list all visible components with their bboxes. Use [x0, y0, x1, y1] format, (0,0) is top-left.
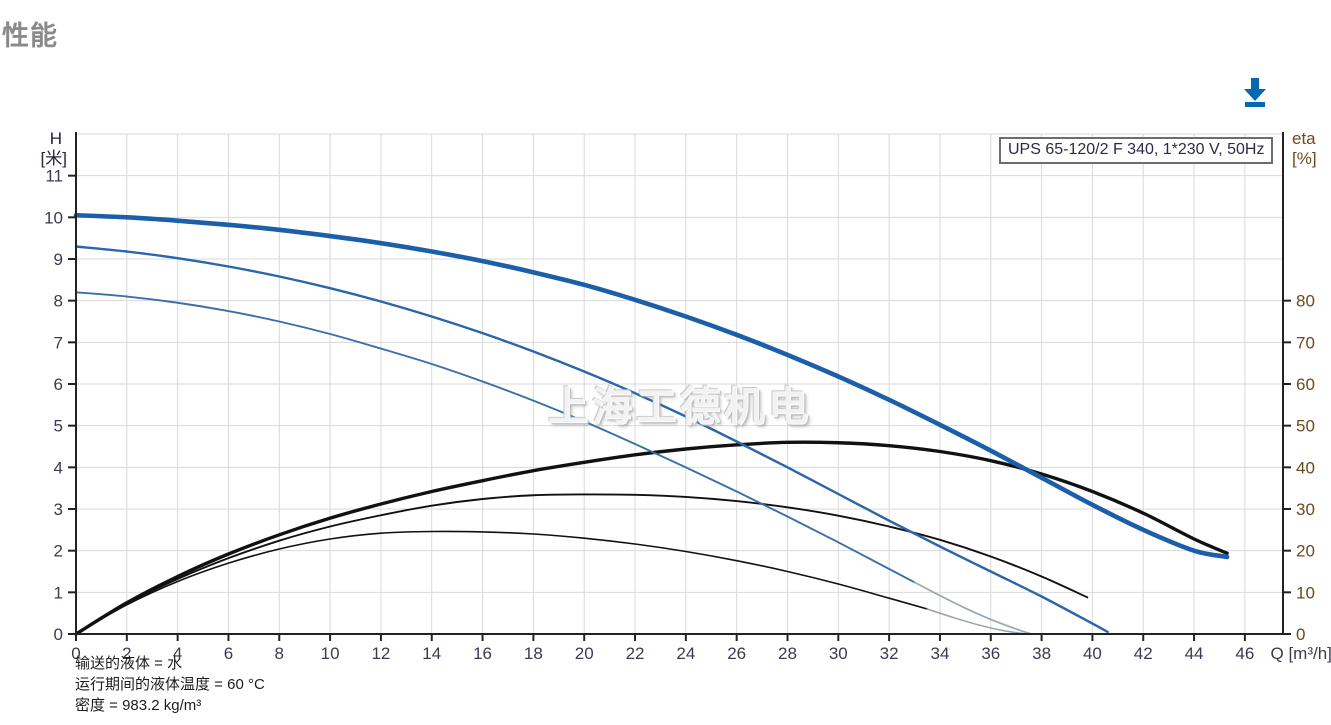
x-tick-label: 36: [981, 644, 1000, 663]
x-tick-label: 46: [1235, 644, 1254, 663]
x-axis-title: Q [m³/h]: [1271, 644, 1331, 663]
x-tick-label: 32: [880, 644, 899, 663]
page-title: 性能: [2, 21, 58, 51]
y-tick-label-left: 1: [54, 583, 63, 602]
y-axis-unit-left: [米]: [41, 149, 67, 168]
y-tick-label-left: 4: [54, 458, 63, 477]
legend-label: UPS 65-120/2 F 340, 1*230 V, 50Hz: [1008, 141, 1265, 158]
curve-head-speed-1: [75, 291, 916, 584]
y-tick-label-right: 0: [1296, 625, 1305, 644]
x-tick-label: 10: [321, 644, 340, 663]
x-tick-label: 24: [676, 644, 695, 663]
y-tick-label-right: 80: [1296, 292, 1315, 311]
curve-head-speed-2: [74, 245, 1109, 634]
y-tick-label-left: 5: [54, 417, 63, 436]
y-tick-label-left: 6: [54, 375, 63, 394]
x-tick-label: 38: [1032, 644, 1051, 663]
y-axis-unit-right: [%]: [1292, 149, 1317, 168]
x-tick-label: 26: [727, 644, 746, 663]
x-tick-label: 42: [1134, 644, 1153, 663]
y-tick-label-left: 10: [44, 208, 63, 227]
x-tick-label: 8: [275, 644, 284, 663]
y-tick-label-right: 60: [1296, 375, 1315, 394]
y-tick-label-left: 0: [54, 625, 63, 644]
x-tick-label: 22: [626, 644, 645, 663]
curve-head-speed-3: [73, 212, 1230, 560]
footnote-liquid: 输送的液体 = 水: [75, 655, 183, 672]
x-tick-label: 16: [473, 644, 492, 663]
curve-eta-speed-3: [74, 440, 1229, 636]
x-tick-label: 20: [575, 644, 594, 663]
x-tick-label: 0: [71, 644, 80, 663]
y-tick-label-right: 50: [1296, 417, 1315, 436]
y-tick-label-left: 3: [54, 500, 63, 519]
x-tick-label: 44: [1185, 644, 1204, 663]
x-tick-label: 6: [224, 644, 233, 663]
x-tick-label: 14: [422, 644, 441, 663]
x-tick-label: 30: [829, 644, 848, 663]
footnotes: 输送的液体 = 水 运行期间的液体温度 = 60 °C 密度 = 983.2 k…: [75, 653, 265, 716]
download-icon-svg: [1244, 78, 1266, 107]
download-icon[interactable]: [1240, 76, 1270, 108]
y-tick-label-left: 7: [54, 333, 63, 352]
x-tick-label: 18: [524, 644, 543, 663]
curve-eta-speed-2: [75, 493, 1089, 635]
y-tick-label-left: 11: [45, 167, 63, 186]
y-tick-label-right: 10: [1296, 583, 1315, 602]
x-tick-label: 4: [173, 644, 182, 663]
x-tick-label: 12: [371, 644, 390, 663]
y-tick-label-left: 8: [54, 292, 63, 311]
y-axis-title-right: eta: [1292, 129, 1316, 148]
y-tick-label-right: 40: [1296, 458, 1315, 477]
y-axis-title-left: H: [50, 129, 62, 148]
legend-box: UPS 65-120/2 F 340, 1*230 V, 50Hz: [999, 137, 1274, 164]
curve-eta-speed-1: [75, 530, 929, 635]
y-tick-label-right: 20: [1296, 542, 1315, 561]
x-tick-label: 2: [122, 644, 131, 663]
x-tick-label: 34: [930, 644, 949, 663]
x-tick-label: 40: [1083, 644, 1102, 663]
footnote-density: 密度 = 983.2 kg/m³: [75, 697, 202, 714]
x-tick-label: 28: [778, 644, 797, 663]
y-tick-label-right: 30: [1296, 500, 1315, 519]
y-tick-label-left: 2: [54, 542, 63, 561]
footnote-temperature: 运行期间的液体温度 = 60 °C: [75, 676, 265, 693]
y-tick-label-right: 70: [1296, 333, 1315, 352]
curve-head-speed-1-extension: [913, 581, 1033, 635]
curve-eta-speed-1-extension: [926, 608, 1028, 635]
y-tick-label-left: 9: [54, 250, 63, 269]
